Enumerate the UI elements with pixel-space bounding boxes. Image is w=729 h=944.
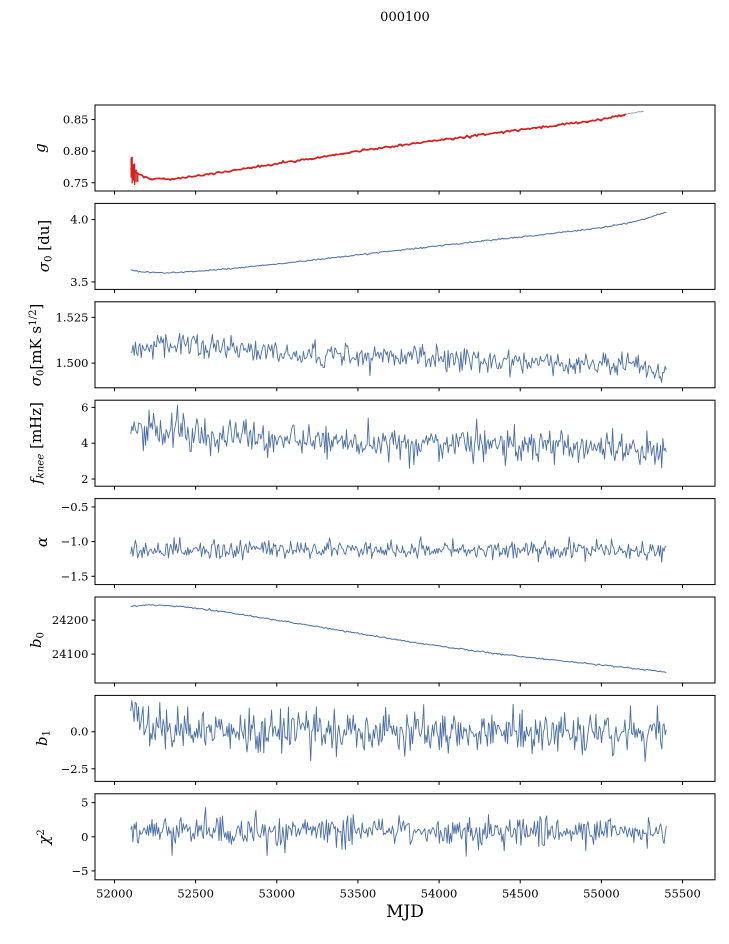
- y-tick-label: 0.75: [63, 176, 89, 190]
- y-tick-label: −0.5: [61, 500, 89, 514]
- y-tick-label: 0.0: [70, 725, 88, 739]
- y-tick-label: −1.5: [61, 569, 89, 583]
- x-tick-label: 54500: [502, 886, 539, 900]
- panel-alpha: −0.5 −1.0 −1.5: [61, 498, 716, 589]
- axes-box: [94, 694, 716, 782]
- x-tick-label: 53000: [258, 886, 295, 900]
- axes-box: [94, 793, 716, 881]
- panel-b0: 24100 24200: [52, 596, 716, 687]
- sigma0-mk-line: [130, 332, 667, 383]
- y-tick-label: 4.0: [70, 213, 88, 227]
- y-tick-label: 24100: [52, 647, 89, 661]
- y-axis-label-chi2: χ2: [35, 829, 54, 845]
- x-tick-label: 54000: [421, 886, 458, 900]
- y-tick-label: 4: [81, 436, 88, 450]
- panel-chi2: 5 0 −5 52000 52500 53000 53500 54000 54500 55000 5…: [72, 793, 716, 900]
- y-tick-label: 3.5: [70, 275, 88, 289]
- b1-line: [130, 700, 667, 762]
- y-tick-label: −2.5: [61, 762, 89, 776]
- axes-box: [94, 202, 716, 290]
- axes-box: [94, 301, 716, 389]
- y-tick-label: 1.525: [56, 310, 89, 324]
- axes-box: [94, 596, 716, 684]
- x-tick-label: 53500: [340, 886, 377, 900]
- y-tick-label: 0.80: [63, 144, 89, 158]
- sigma0-du-line: [130, 212, 667, 274]
- x-axis-label: MJD: [386, 902, 424, 922]
- gain-smooth-line: [130, 110, 644, 180]
- y-tick-label: 0.85: [63, 113, 89, 127]
- alpha-line: [130, 536, 667, 563]
- axes-box: [94, 104, 716, 192]
- b0-line: [130, 604, 667, 674]
- x-tick-label: 52000: [96, 886, 133, 900]
- y-tick-label: −5: [72, 864, 89, 878]
- y-tick-label: 0: [81, 830, 88, 844]
- chi2-line: [130, 807, 667, 857]
- panel-sigma0-du: 3.5 4.0: [70, 202, 716, 293]
- x-tick-label: 55000: [583, 886, 620, 900]
- x-tick-label: 52500: [177, 886, 214, 900]
- panel-fknee: 2 4 6: [81, 399, 716, 490]
- gain-line: [130, 113, 627, 181]
- y-tick-label: 6: [81, 400, 88, 414]
- y-tick-label: 24200: [52, 613, 89, 627]
- axes-box: [94, 498, 716, 586]
- y-tick-label: −1.0: [61, 535, 89, 549]
- fknee-line: [130, 404, 667, 469]
- panel-g: 0.75 0.80 0.85: [63, 104, 716, 195]
- y-tick-label: 1.500: [56, 356, 89, 370]
- panel-b1: 0.0 −2.5: [61, 694, 716, 785]
- chart-title: 000100: [380, 10, 430, 25]
- panel-sigma0-mk: 1.500 1.525: [56, 301, 716, 392]
- y-tick-label: 5: [81, 796, 88, 810]
- x-tick-label: 55500: [664, 886, 701, 900]
- y-tick-label: 2: [81, 472, 88, 486]
